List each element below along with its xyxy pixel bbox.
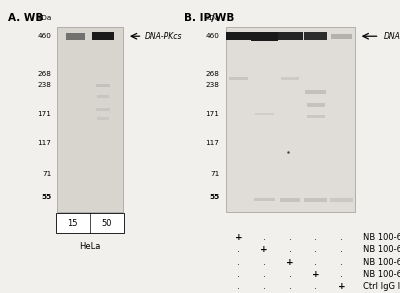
Text: 50: 50 (102, 219, 112, 228)
Bar (226, 27, 354, 212)
Bar (97, 95, 109, 98)
Text: 117: 117 (206, 140, 219, 146)
Text: .: . (340, 258, 343, 267)
Bar (251, 32, 278, 41)
Text: .: . (314, 233, 317, 242)
Bar (306, 103, 325, 107)
Bar (229, 77, 248, 80)
Text: .: . (263, 258, 266, 267)
Bar (304, 198, 327, 202)
Text: 268: 268 (206, 71, 219, 77)
Text: NB 100-658: NB 100-658 (363, 246, 400, 254)
Text: .: . (289, 246, 292, 254)
Bar (331, 34, 352, 39)
Bar (254, 198, 275, 201)
Text: Ctrl IgG IP: Ctrl IgG IP (363, 282, 400, 291)
Text: B. IP/WB: B. IP/WB (184, 13, 234, 23)
Text: .: . (263, 233, 266, 242)
Text: 171: 171 (38, 111, 51, 117)
Bar (96, 108, 110, 111)
Bar (66, 33, 85, 40)
Text: 238: 238 (206, 82, 219, 88)
Bar (306, 90, 326, 94)
Text: .: . (237, 258, 240, 267)
Text: +: + (260, 246, 268, 254)
Text: .: . (289, 233, 292, 242)
Bar (56, 213, 124, 233)
Text: +: + (235, 233, 242, 242)
Text: .: . (314, 258, 317, 267)
Text: A. WB: A. WB (8, 13, 43, 23)
Text: 15: 15 (68, 219, 78, 228)
Bar (304, 32, 327, 40)
Bar (280, 198, 300, 202)
Text: kDa: kDa (37, 16, 51, 21)
Text: HeLa: HeLa (79, 242, 100, 251)
Text: 238: 238 (38, 82, 51, 88)
Bar (330, 198, 353, 202)
Text: .: . (237, 282, 240, 291)
Bar (306, 115, 325, 118)
Text: .: . (263, 270, 266, 279)
Text: .: . (289, 282, 292, 291)
Text: +: + (338, 282, 346, 291)
Text: .: . (314, 246, 317, 254)
Bar (278, 32, 302, 40)
Text: 171: 171 (206, 111, 219, 117)
Text: .: . (340, 270, 343, 279)
Bar (281, 77, 300, 80)
Text: +: + (286, 258, 294, 267)
Text: .: . (340, 233, 343, 242)
Text: 71: 71 (42, 171, 51, 177)
Text: .: . (263, 282, 266, 291)
Text: .: . (314, 282, 317, 291)
Text: 460: 460 (206, 33, 219, 39)
Text: 460: 460 (38, 33, 51, 39)
Text: .: . (237, 246, 240, 254)
Text: kDa: kDa (205, 16, 219, 21)
Text: 55: 55 (41, 194, 51, 200)
Text: .: . (340, 246, 343, 254)
Text: +: + (312, 270, 320, 279)
Bar (92, 32, 114, 40)
Bar (96, 84, 110, 87)
Bar (57, 27, 123, 212)
Text: .: . (237, 270, 240, 279)
Text: NB 100-657: NB 100-657 (363, 233, 400, 242)
Bar (255, 113, 274, 115)
Text: 268: 268 (38, 71, 51, 77)
Text: NB 100-659: NB 100-659 (363, 258, 400, 267)
Text: NB 100-660: NB 100-660 (363, 270, 400, 279)
Bar (226, 32, 251, 40)
Text: DNA-PKcs: DNA-PKcs (145, 32, 183, 41)
Text: 117: 117 (38, 140, 51, 146)
Text: 71: 71 (210, 171, 219, 177)
Bar (97, 117, 109, 120)
Text: .: . (289, 270, 292, 279)
Text: 55: 55 (209, 194, 219, 200)
Text: DNA-PKcs: DNA-PKcs (384, 32, 400, 41)
